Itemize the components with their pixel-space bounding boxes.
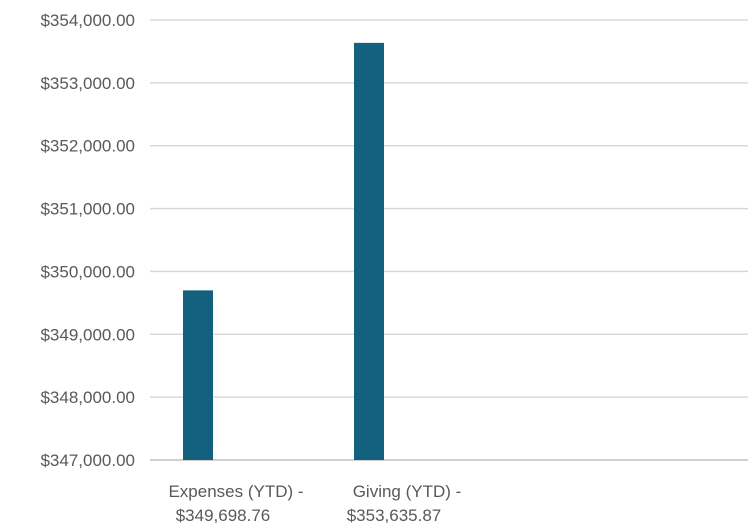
y-tick-label: $352,000.00 — [40, 137, 135, 156]
y-tick-label: $351,000.00 — [40, 200, 135, 219]
y-tick-label: $347,000.00 — [40, 451, 135, 470]
bar — [183, 290, 213, 460]
y-tick-label: $348,000.00 — [40, 388, 135, 407]
bar — [354, 42, 384, 460]
y-axis-tick-labels: $354,000.00 $353,000.00 $352,000.00 $351,00… — [40, 11, 135, 470]
x-category-label: Expenses (YTD) - — [168, 482, 303, 501]
bars — [183, 42, 384, 460]
x-category-label: Giving (YTD) - — [353, 482, 462, 501]
x-axis-category-labels: Expenses (YTD) - $349,698.76 Giving (YTD) … — [168, 482, 461, 523]
y-tick-label: $350,000.00 — [40, 262, 135, 281]
x-category-label: $349,698.76 — [176, 506, 271, 523]
y-tick-label: $349,000.00 — [40, 325, 135, 344]
y-tick-label: $353,000.00 — [40, 74, 135, 93]
x-category-label: $353,635.87 — [347, 506, 442, 523]
y-tick-label: $354,000.00 — [40, 11, 135, 30]
gridlines — [150, 19, 748, 461]
